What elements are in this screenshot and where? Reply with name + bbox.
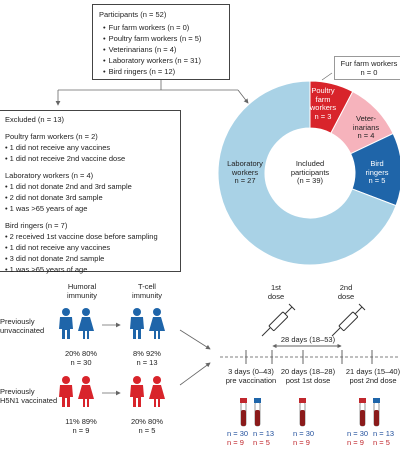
excluded-box: Excluded (n = 13) Poultry farm workers (…: [0, 110, 181, 275]
list-item: 1 did not receive any vaccines: [5, 142, 174, 153]
unvacc-tcell-stats: 8% 92% n = 13: [133, 349, 161, 367]
list-item: 3 did not donate 2nd sample: [5, 253, 174, 264]
list-item: 1 was >65 years of age: [5, 264, 174, 275]
included-participants-donut: [217, 80, 400, 266]
blood-tubes-pre: [240, 398, 261, 427]
vacc-humoral-pictogram: [59, 376, 94, 407]
slice-label-bird-ringers: Bird ringers n = 5: [365, 159, 389, 186]
unvacc-humoral-stats: 20% 80% n = 30: [64, 349, 98, 367]
pre-humoral-n: n = 30 n = 9: [227, 429, 249, 447]
pre-tcell-n: n = 13 n = 5: [253, 429, 275, 447]
timepoint-post2: 21 days (15–40) post 2nd dose: [345, 367, 400, 385]
list-item: 1 did not receive any vaccines: [5, 242, 174, 253]
list-item: 1 did not donate 2nd and 3rd sample: [5, 181, 174, 192]
tcell-header: T-cell immunity: [131, 282, 162, 300]
excluded-group-heading: Poultry farm workers (n = 2): [5, 132, 98, 141]
participants-list: Fur farm workers (n = 0) Poultry farm wo…: [99, 22, 223, 77]
excluded-group-heading: Laboratory workers (n = 4): [5, 171, 94, 180]
slice-label-laboratory: Laboratory workers n = 27: [227, 159, 263, 186]
prev-vaccinated-label: Previously H5N1 vaccinated: [0, 387, 58, 405]
humoral-header: Humoral immunity: [66, 282, 97, 300]
timepoint-post1: 20 days (18–28) post 1st dose: [280, 367, 336, 385]
timepoint-pre: 3 days (0–43) pre vaccination: [225, 367, 277, 385]
post2-tcell-n: n = 13 n = 5: [373, 429, 395, 447]
vacc-tcell-stats: 20% 80% n = 5: [130, 417, 164, 435]
participants-box: Participants (n = 52) Fur farm workers (…: [92, 4, 230, 80]
list-item: Bird ringers (n = 12): [103, 66, 223, 77]
participants-title: Participants (n = 52): [99, 10, 167, 19]
prev-unvaccinated-label: Previously unvaccinated: [0, 317, 45, 335]
slice-label-veterinarians: Veter- inarians n = 4: [352, 114, 380, 141]
fur-farm-leader: [321, 72, 333, 81]
excluded-group-heading: Bird ringers (n = 7): [5, 221, 68, 230]
excluded-group-list: 1 did not receive any vaccines 1 did not…: [5, 142, 174, 164]
blood-tubes-post1: [299, 398, 306, 427]
slice-label-poultry: Poultry farm workers n = 3: [309, 86, 337, 121]
excluded-title: Excluded (n = 13): [5, 115, 64, 124]
syringe-icon: [261, 303, 296, 337]
list-item: Veterinarians (n = 4): [103, 44, 223, 55]
vacc-tcell-pictogram: [130, 376, 165, 407]
fur-farm-n: n = 0: [360, 68, 378, 77]
blood-tubes-post2: [359, 398, 380, 427]
post1-humoral-n: n = 30 n = 9: [293, 429, 315, 447]
post2-humoral-n: n = 30 n = 9: [347, 429, 369, 447]
list-item: Laboratory workers (n = 31): [103, 55, 223, 66]
interval1-label: 28 days (18–53): [280, 335, 336, 344]
unvacc-tcell-pictogram: [130, 308, 165, 339]
list-item: Fur farm workers (n = 0): [103, 22, 223, 33]
excluded-group-list: 1 did not donate 2nd and 3rd sample 2 di…: [5, 181, 174, 214]
arrow-to-included: [237, 89, 249, 104]
donut-slice-laboratory-workers: [217, 80, 397, 266]
fur-farm-label: Fur farm workers: [340, 59, 398, 68]
list-item: Poultry farm workers (n = 5): [103, 33, 223, 44]
list-item: 1 was >65 years of age: [5, 203, 174, 214]
vacc-humoral-stats: 11% 89% n = 9: [65, 417, 97, 435]
arrow-vacc-to-timeline: [179, 362, 211, 386]
donut-center-label: Included participants (n = 39): [290, 159, 330, 186]
unvacc-humoral-pictogram: [59, 308, 94, 339]
list-item: 1 did not receive 2nd vaccine dose: [5, 153, 174, 164]
list-item: 2 received 1st vaccine dose before sampl…: [5, 231, 174, 242]
syringe-icon: [331, 303, 366, 337]
excluded-group-list: 2 received 1st vaccine dose before sampl…: [5, 231, 174, 275]
arrow-unvacc-to-timeline: [179, 329, 211, 350]
fur-farm-box: Fur farm workers n = 0: [334, 56, 400, 80]
list-item: 2 did not donate 3rd sample: [5, 192, 174, 203]
dose1-label: 1st dose: [267, 283, 285, 301]
dose2-label: 2nd dose: [337, 283, 355, 301]
